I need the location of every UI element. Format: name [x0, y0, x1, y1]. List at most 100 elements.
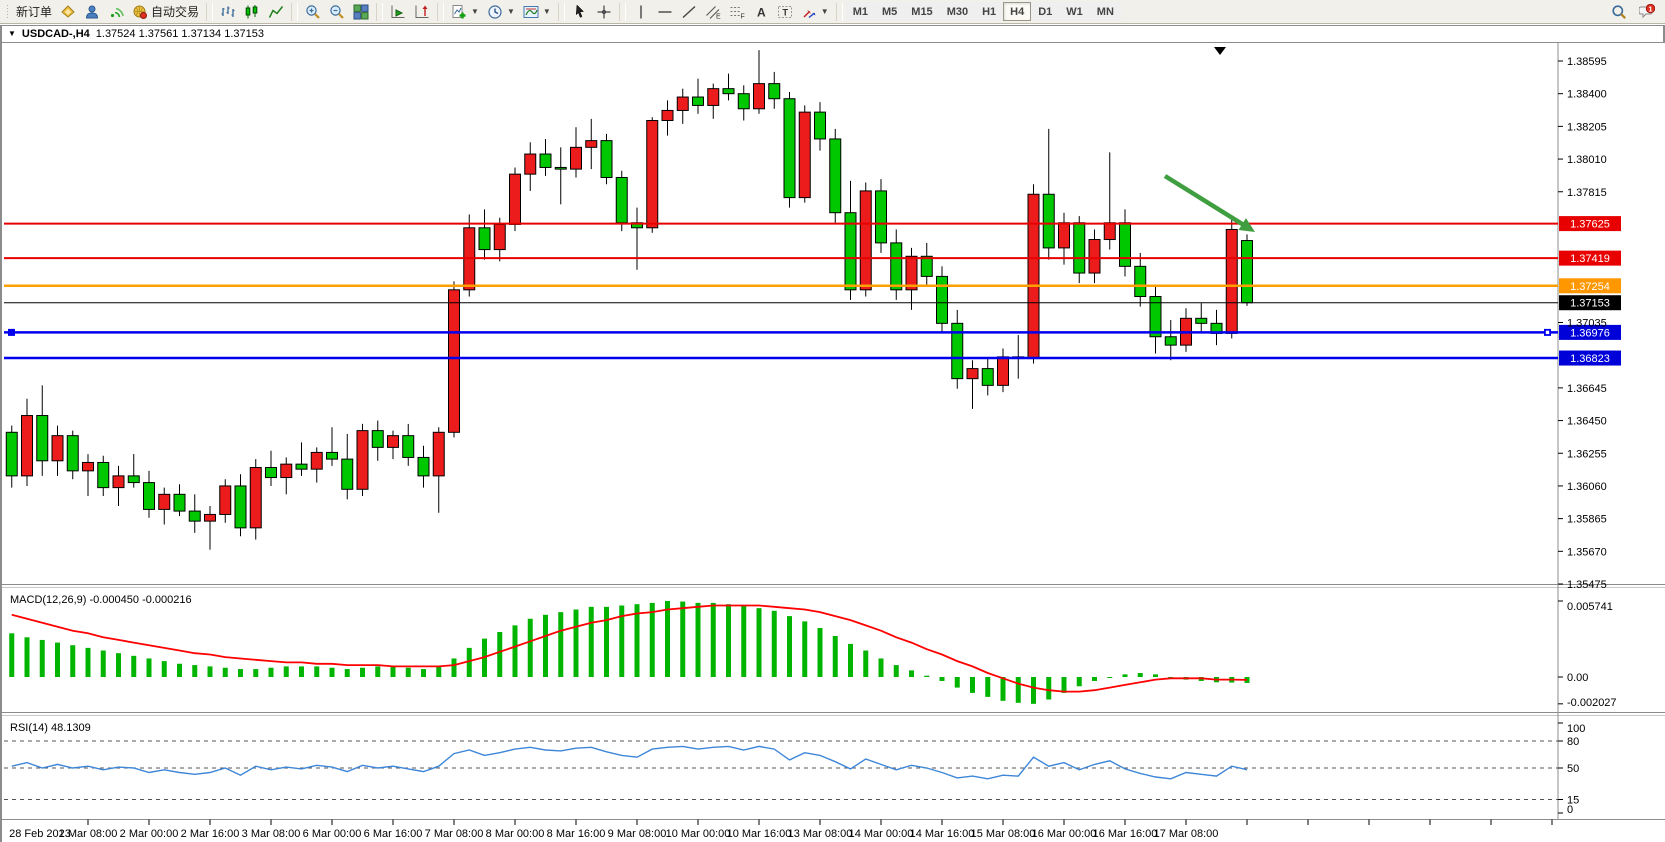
bar-chart-button[interactable]	[216, 1, 240, 22]
text-label-tool[interactable]: T	[773, 1, 797, 22]
toolbar-separator	[376, 2, 384, 21]
order-book-icon-icon	[60, 4, 76, 20]
crosshair-tool-button[interactable]	[592, 1, 616, 22]
chevron-down-icon[interactable]: ▼	[820, 7, 829, 16]
chart-canvas[interactable]: 1.37625 1.37419 1.37254 1.37153 1.36976 1.368…	[2, 43, 1665, 842]
timeframe-h1-button[interactable]: H1	[975, 2, 1004, 21]
auto-scroll-button[interactable]	[386, 1, 410, 22]
svg-text:1.36060: 1.36060	[1567, 481, 1607, 493]
zoom-out-button[interactable]	[325, 1, 349, 22]
timeframe-m30-button[interactable]: M30	[939, 2, 976, 21]
templates-button[interactable]: ▼	[519, 1, 555, 22]
svg-text:1: 1	[1648, 4, 1652, 13]
scroll-group	[386, 0, 434, 24]
arrows-tool-icon	[801, 4, 817, 20]
chevron-down-icon[interactable]: ▼	[471, 7, 479, 16]
timeframe-group: M1 M5 M15 M30 H1 H4 D1 W1 MN	[845, 0, 1121, 24]
chart-menu-caret-icon[interactable]: ▼	[8, 29, 16, 38]
chart-title-bar[interactable]: ▼ USDCAD-,H4 1.37524 1.37561 1.37134 1.3…	[2, 26, 1663, 43]
notifications-button[interactable]: 1	[1635, 1, 1659, 22]
signal-icon-icon	[108, 4, 124, 20]
cursor-tool-button-icon	[572, 3, 588, 20]
timeframe-m1-button[interactable]: M1	[845, 2, 875, 21]
signal-icon[interactable]	[104, 1, 128, 22]
equidistant-channel-tool-icon: E	[705, 4, 721, 20]
svg-text:1 Mar 08:00: 1 Mar 08:00	[59, 828, 118, 840]
svg-text:1.38205: 1.38205	[1567, 121, 1607, 133]
timeframe-d1-button[interactable]: D1	[1031, 2, 1060, 21]
svg-text:3 Mar 08:00: 3 Mar 08:00	[242, 828, 301, 840]
fibonacci-tool[interactable]: F	[725, 1, 749, 22]
candlestick-chart-button[interactable]	[240, 1, 264, 22]
toolbar-separator	[618, 2, 626, 21]
vertical-line-tool[interactable]	[629, 1, 653, 22]
vertical-line-tool-icon	[633, 4, 649, 20]
svg-text:7 Mar 08:00: 7 Mar 08:00	[425, 828, 484, 840]
svg-text:1.36976: 1.36976	[1570, 327, 1610, 339]
zoom-in-button[interactable]	[301, 1, 325, 22]
horizontal-line-tool[interactable]	[653, 1, 677, 22]
svg-text:1.37153: 1.37153	[1570, 298, 1610, 310]
order-book-icon[interactable]	[56, 1, 80, 22]
rsi-label: RSI(14) 48.1309	[10, 722, 91, 734]
tile-windows-button-icon	[353, 4, 369, 20]
periods-button[interactable]: ▼	[483, 1, 519, 22]
svg-text:2 Mar 00:00: 2 Mar 00:00	[120, 828, 179, 840]
profile-icon[interactable]	[80, 1, 104, 22]
indicators-button-icon	[451, 4, 467, 20]
timeframe-h4-button[interactable]: H4	[1003, 2, 1032, 21]
svg-text:6 Mar 16:00: 6 Mar 16:00	[364, 828, 423, 840]
svg-text:17 Mar 08:00: 17 Mar 08:00	[1154, 828, 1219, 840]
svg-text:1.36645: 1.36645	[1567, 383, 1607, 395]
svg-text:1.37815: 1.37815	[1567, 187, 1607, 199]
chevron-down-icon[interactable]: ▼	[542, 7, 551, 16]
tile-windows-button[interactable]	[349, 1, 373, 22]
svg-text:1.37254: 1.37254	[1570, 281, 1610, 293]
svg-text:10 Mar 16:00: 10 Mar 16:00	[727, 828, 792, 840]
crosshair-tool-button-icon	[596, 4, 612, 20]
timeframe-w1-button[interactable]: W1	[1059, 2, 1090, 21]
toolbar-separator	[437, 2, 445, 21]
price-axis[interactable]: 1.38595 1.38400 1.38205 1.38010 1.37815 1.370…	[1558, 56, 1607, 591]
toolbar-separator	[291, 2, 299, 21]
timeframe-mn-button[interactable]: MN	[1089, 2, 1121, 21]
autotrading-button[interactable]: 自动交易	[128, 1, 203, 22]
equidistant-channel-tool[interactable]: E	[701, 1, 725, 22]
chevron-down-icon[interactable]: ▼	[506, 7, 515, 16]
trend-arrow-annotation[interactable]	[1163, 174, 1255, 232]
zoom-group	[301, 0, 373, 24]
svg-text:1.37035: 1.37035	[1567, 318, 1607, 330]
price-badge: 1.37625	[1559, 216, 1621, 232]
macd-signal-line	[11, 604, 1248, 693]
svg-text:16 Mar 00:00: 16 Mar 00:00	[1032, 828, 1097, 840]
support-line-1[interactable]	[4, 328, 1558, 336]
text-tool-icon: A	[753, 4, 769, 20]
chart-shift-button[interactable]	[410, 1, 434, 22]
zoom-in-button-icon	[305, 4, 321, 20]
cursor-tool-button[interactable]	[568, 1, 592, 22]
horizontal-line-tool-icon	[657, 4, 673, 20]
svg-text:1.38595: 1.38595	[1567, 56, 1607, 68]
svg-text:28 Feb 2023: 28 Feb 2023	[9, 828, 71, 840]
chart-shift-marker-icon[interactable]	[1214, 47, 1226, 55]
chart-shift-button-icon	[414, 4, 430, 20]
toolbar: 新订单 自动交易 ▼ ▼ ▼ E F A T ▼ M1 M5 M15 M30 H1 H4 D1 W1 MN 1	[0, 0, 1665, 24]
toolbar-right: 1	[1607, 1, 1661, 22]
svg-text:50: 50	[1567, 763, 1579, 775]
text-tool[interactable]: A	[749, 1, 773, 22]
trendline-tool[interactable]	[677, 1, 701, 22]
indicators-button[interactable]: ▼	[447, 1, 483, 22]
price-badge: 1.36976	[1559, 324, 1621, 340]
candlestick-chart-button-icon	[244, 4, 260, 20]
trade-group: 新订单 自动交易	[12, 0, 203, 24]
timeframe-m15-button[interactable]: M15	[904, 2, 940, 21]
arrows-tool[interactable]: ▼	[797, 1, 833, 22]
line-chart-button[interactable]	[264, 1, 288, 22]
search-button[interactable]	[1607, 1, 1631, 22]
trendline-tool-icon	[681, 4, 697, 20]
new-order-button[interactable]: 新订单	[12, 1, 56, 22]
timeframe-m5-button[interactable]: M5	[875, 2, 905, 21]
svg-text:14 Mar 16:00: 14 Mar 16:00	[910, 828, 975, 840]
